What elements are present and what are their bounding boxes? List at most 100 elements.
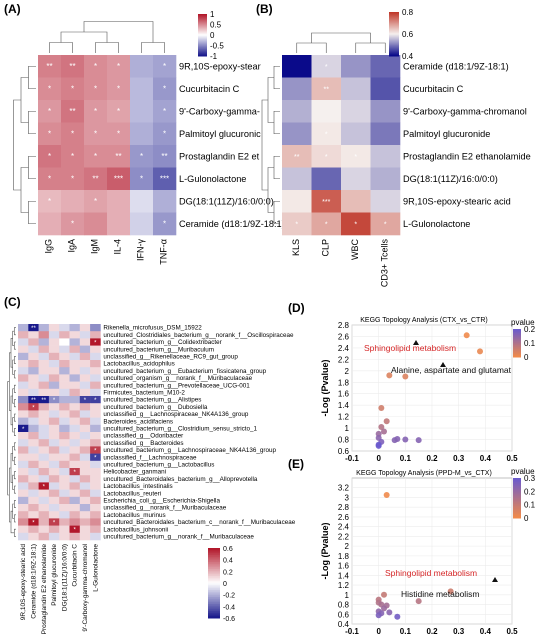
heatmap-cell (48, 525, 60, 534)
y-tick-label: 0.4 (338, 620, 350, 629)
heatmap-cell (90, 374, 101, 382)
heatmap-cell (79, 388, 91, 397)
data-point (447, 588, 454, 595)
legend-gradient-step (513, 348, 521, 351)
heatmap-cell (28, 417, 39, 426)
row-label: 9R,10S-epoxy-stear (179, 61, 261, 71)
legend-gradient-step (389, 16, 399, 18)
heatmap-cell (38, 468, 50, 476)
row-dendrogram (273, 110, 280, 135)
legend-gradient-step (208, 555, 220, 558)
row-label: uncultured_bacterium_g__Dubosiella (103, 404, 207, 411)
heatmap-cell (38, 489, 50, 498)
y-tick-label: 2.2 (338, 532, 350, 541)
row-dendrogram (12, 388, 15, 404)
row-label: unclassified_g__Rikenellaceae_RC9_gut_gr… (103, 354, 238, 361)
legend-gradient-step (198, 30, 207, 33)
heatmap-cell (69, 345, 81, 354)
heatmap-cell (18, 489, 29, 498)
legend-gradient-step (389, 41, 399, 44)
heatmap-cell (59, 410, 70, 418)
significance-star: * (71, 152, 74, 161)
significance-star: * (48, 84, 51, 93)
legend-gradient-step (513, 338, 521, 340)
heatmap-cell (69, 446, 81, 454)
legend-tick: 0.2 (223, 569, 233, 576)
heatmap-cell (282, 55, 312, 78)
row-label: Palmitoyl glucuronic (179, 129, 261, 139)
heatmap-cell (38, 460, 50, 469)
heatmap-cell (79, 410, 91, 418)
row-label: unclassified_g__Odoribacter (103, 433, 183, 440)
row-dendrogram (14, 456, 16, 465)
heatmap-cell (48, 439, 60, 447)
heatmap-cell (59, 388, 70, 397)
heatmap-cell (38, 360, 50, 368)
heatmap-cell (153, 77, 177, 101)
heatmap-cell (59, 432, 70, 440)
legend-gradient-step (513, 495, 521, 498)
legend-gradient-step (513, 353, 521, 355)
row-dendrogram (261, 99, 268, 191)
heatmap-cell (90, 468, 101, 476)
legend-gradient-step (513, 347, 521, 350)
legend-gradient-step (208, 572, 220, 575)
significance-star: ** (115, 152, 121, 161)
heatmap-cell (59, 424, 70, 433)
significance-star: * (163, 129, 166, 138)
legend-gradient-step (513, 333, 521, 336)
heatmap-cell (48, 331, 60, 339)
heatmap-cell (48, 453, 60, 462)
legend-gradient-step (513, 352, 521, 354)
panel-label-c: (C) (4, 295, 21, 309)
heatmap-cell (311, 167, 342, 191)
legend-tick: 0.4 (223, 558, 233, 565)
legend-gradient-step (198, 23, 207, 25)
row-dendrogram (14, 485, 16, 494)
legend-gradient-step (208, 563, 220, 566)
legend-gradient-step (389, 31, 399, 34)
heatmap-cell (18, 504, 29, 512)
row-label: Lactobacillus_acidophilus (103, 361, 174, 368)
heatmap-cell (79, 360, 91, 368)
heatmap-cell (18, 360, 29, 368)
annotation-arrow (413, 340, 419, 345)
pathway-annotation: Alanine, aspartate and glutamat (391, 365, 512, 375)
heatmap-cell (79, 345, 91, 354)
legend-gradient-step (513, 499, 521, 502)
row-label: uncultured_bacterium_g__Colidextribacter (103, 339, 221, 346)
legend-gradient-step (513, 490, 521, 492)
scatter-e: 0.40.60.811.21.41.61.822.22.42.62.833.2-… (320, 467, 536, 636)
heatmap-cell (48, 532, 60, 541)
legend-gradient-step (389, 12, 399, 14)
heatmap-cell (90, 496, 101, 505)
significance-star: * (163, 62, 166, 71)
heatmap-cell (28, 396, 39, 404)
column-label: Cucurbitacin C (72, 544, 79, 587)
column-label: CLP (320, 239, 330, 257)
heatmap-cell (69, 374, 81, 382)
heatmap-cell (28, 388, 39, 397)
heatmap-cell (69, 388, 81, 397)
heatmap-cell (341, 100, 371, 123)
row-label: uncultured_bacterium_g__Muribaculum (103, 346, 214, 353)
y-tick-label: 1.4 (338, 401, 350, 410)
heatmap-cell (18, 374, 29, 382)
legend-tick: 0.6 (402, 30, 414, 39)
row-label: L-Gulonolactone (179, 174, 246, 184)
row-label: 9R,10S-epoxy-stearic acid (403, 196, 511, 206)
row-label: uncultured_bacterium_g__Prevotellaceae_U… (103, 382, 250, 389)
legend-gradient-step (198, 17, 207, 19)
legend-gradient-step (389, 23, 399, 25)
row-label: Cucurbitacin C (403, 84, 464, 94)
legend-gradient-step (389, 46, 399, 48)
legend-gradient-step (208, 567, 220, 570)
row-label: uncultured_bacterium_g__Lachnospiraceae_… (103, 447, 276, 454)
row-dendrogram (273, 65, 280, 90)
legend-gradient-step (389, 36, 399, 38)
legend-gradient-step (513, 351, 521, 353)
significance-star: * (94, 62, 97, 71)
heatmap-cell (79, 496, 91, 505)
row-label: Lactobacillus_johnsonii (103, 526, 168, 533)
legend-gradient-step (513, 346, 521, 349)
